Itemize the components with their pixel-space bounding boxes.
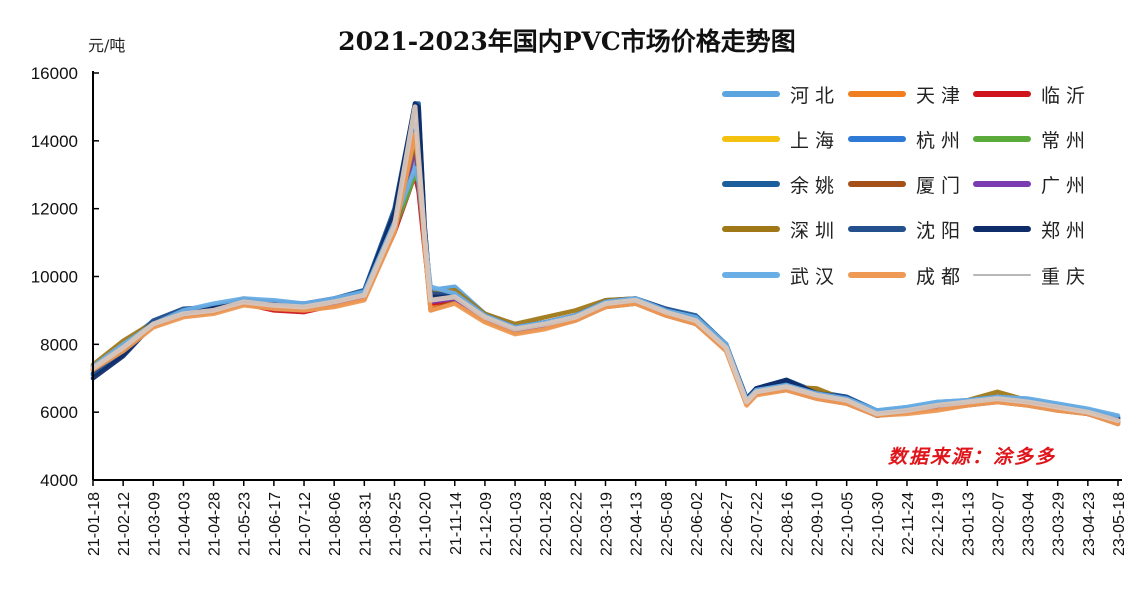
legend-label: 厦门	[916, 174, 967, 197]
legend-item: 武汉	[722, 265, 840, 288]
legend-swatch	[973, 91, 1031, 97]
y-tick-label: 14000	[31, 132, 78, 151]
legend-label: 沈阳	[916, 219, 967, 242]
legend-item: 沈阳	[848, 219, 966, 242]
x-tick-label: 21-07-12	[297, 492, 314, 556]
x-tick-label: 22-11-24	[900, 492, 917, 555]
legend-swatch	[848, 272, 906, 278]
x-tick-label: 23-03-04	[1021, 492, 1038, 556]
x-tick-label: 22-06-02	[689, 492, 706, 556]
legend-label: 天津	[916, 84, 967, 107]
y-tick-label: 16000	[31, 64, 78, 83]
legend-item: 上海	[722, 129, 840, 152]
x-tick-label: 22-03-19	[599, 492, 616, 556]
legend-label: 武汉	[790, 265, 841, 288]
x-tick-label: 22-12-19	[930, 492, 947, 556]
x-tick-label: 23-05-18	[1111, 492, 1128, 556]
x-tick-label: 22-09-10	[810, 492, 827, 556]
x-tick-label: 21-08-06	[327, 492, 344, 556]
x-tick-label: 21-06-17	[267, 492, 284, 556]
x-tick-label: 22-07-22	[749, 492, 766, 556]
x-tick-label: 22-02-22	[568, 492, 585, 556]
chart-title: 2021-2023年国内PVC市场价格走势图	[338, 27, 796, 56]
x-tick-label: 23-01-13	[960, 492, 977, 556]
legend-swatch	[848, 226, 906, 232]
x-tick-label: 21-03-09	[146, 492, 163, 556]
x-tick-label: 22-05-08	[659, 492, 676, 556]
x-tick-label: 21-04-03	[176, 492, 193, 556]
y-tick-label: 12000	[31, 200, 78, 219]
x-tick-label: 21-08-31	[357, 492, 374, 556]
legend-swatch	[848, 91, 906, 97]
y-tick-label: 4000	[40, 471, 78, 490]
x-tick-label: 22-01-03	[508, 492, 525, 556]
series-line-15	[90, 104, 1121, 424]
legend-swatch	[722, 181, 780, 187]
legend-item: 郑州	[973, 219, 1091, 242]
legend-swatch	[973, 226, 1031, 232]
legend-swatch	[722, 91, 780, 97]
legend-item: 余姚	[722, 174, 840, 197]
legend-label: 郑州	[1041, 219, 1092, 242]
x-tick-label: 21-09-25	[387, 492, 404, 556]
legend-label: 上海	[790, 129, 841, 152]
legend-label: 深圳	[790, 219, 841, 242]
legend-item: 成都	[848, 265, 966, 288]
legend-label: 临沂	[1041, 84, 1092, 107]
y-tick-label: 8000	[40, 335, 78, 354]
series-line-13	[90, 165, 1121, 418]
legend-label: 河北	[790, 84, 841, 107]
x-tick-label: 23-03-29	[1051, 492, 1068, 556]
x-tick-label: 22-04-13	[629, 492, 646, 556]
legend-swatch	[848, 136, 906, 142]
legend-item: 厦门	[848, 174, 966, 197]
legend-item: 重庆	[973, 265, 1091, 288]
legend-item: 广州	[973, 174, 1091, 197]
x-tick-label: 21-02-12	[116, 492, 133, 556]
legend-item: 临沂	[973, 84, 1091, 107]
legend-label: 重庆	[1041, 265, 1092, 288]
legend-swatch	[973, 274, 1031, 276]
x-tick-label: 21-01-18	[86, 492, 103, 556]
legend-item: 杭州	[848, 129, 966, 152]
legend-swatch	[722, 272, 780, 278]
legend-label: 杭州	[916, 129, 967, 152]
legend-item: 常州	[973, 129, 1091, 152]
legend-swatch	[973, 181, 1031, 187]
x-tick-label: 22-01-28	[538, 492, 555, 556]
x-tick-label: 21-11-14	[448, 492, 465, 555]
y-tick-label: 6000	[40, 403, 78, 422]
legend-item: 天津	[848, 84, 966, 107]
x-tick-label: 23-04-23	[1081, 492, 1098, 556]
series-line-14	[90, 131, 1121, 427]
legend-label: 常州	[1041, 129, 1092, 152]
y-axis-unit-label: 元/吨	[88, 36, 126, 55]
legend-label: 余姚	[790, 174, 841, 197]
legend-swatch	[722, 136, 780, 142]
legend-swatch	[973, 136, 1031, 142]
x-tick-label: 23-02-07	[990, 492, 1007, 556]
legend-swatch	[848, 181, 906, 187]
x-tick-label: 22-06-27	[719, 492, 736, 556]
x-tick-label: 21-12-09	[478, 492, 495, 556]
x-tick-label: 22-10-05	[840, 492, 857, 556]
x-tick-label: 21-05-23	[237, 492, 254, 556]
source-note: 数据来源：涂多多	[888, 446, 1057, 468]
x-tick-label: 22-10-30	[870, 492, 887, 556]
x-tick-label: 22-08-16	[779, 492, 796, 556]
x-tick-label: 21-10-20	[418, 492, 435, 556]
legend-label: 成都	[916, 265, 967, 288]
legend-label: 广州	[1041, 174, 1092, 197]
legend-item: 河北	[722, 84, 840, 107]
legend-swatch	[722, 226, 780, 232]
x-tick-label: 21-04-28	[207, 492, 224, 556]
y-tick-label: 10000	[31, 268, 78, 287]
legend-item: 深圳	[722, 219, 840, 242]
